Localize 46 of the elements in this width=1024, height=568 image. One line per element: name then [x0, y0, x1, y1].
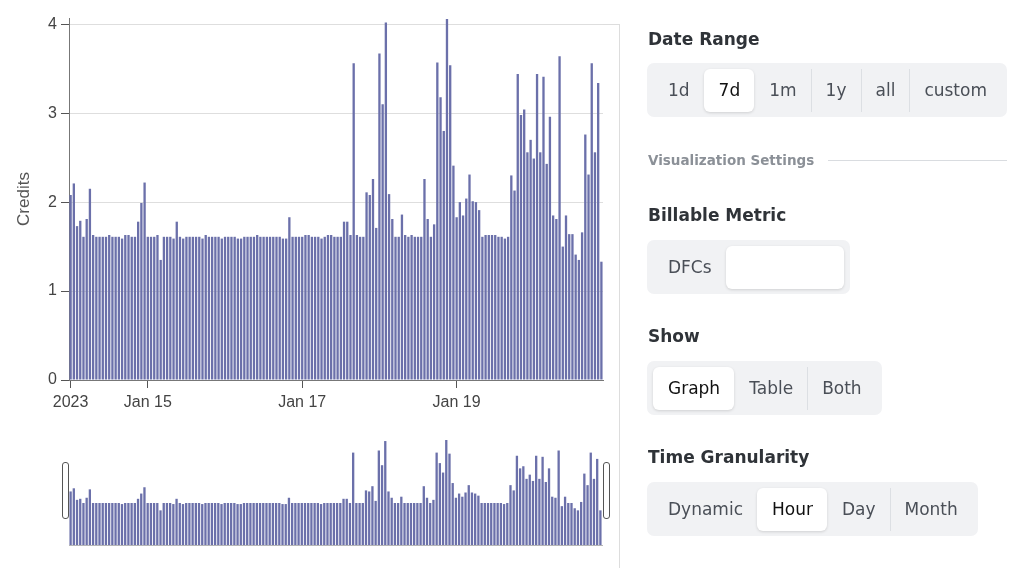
text: Graph	[653, 366, 735, 410]
text: Table	[748, 377, 795, 400]
bar	[423, 178, 426, 380]
text: Visualization Settings	[648, 151, 815, 170]
bar	[371, 486, 374, 545]
text: Show	[648, 325, 700, 348]
bar	[288, 217, 291, 380]
text: Day	[840, 498, 877, 521]
text: 7d	[703, 68, 755, 112]
bar	[558, 56, 561, 380]
y-axis-title: Credits	[13, 172, 33, 226]
bar	[557, 450, 560, 545]
bar	[143, 182, 146, 380]
text: Billable Metric	[648, 204, 787, 227]
y-tick-label: 4	[48, 14, 58, 32]
y-tick-label: 0	[48, 370, 58, 388]
y-tick-label: 3	[48, 103, 58, 121]
bar	[175, 498, 178, 545]
text: Date Range	[648, 28, 760, 51]
bar	[95, 236, 98, 380]
bar	[378, 53, 381, 380]
text: DFCs	[667, 256, 713, 279]
text: 1m	[768, 79, 798, 102]
y-tick-label: 2	[48, 192, 58, 210]
text: 1y	[810, 68, 861, 112]
bar	[468, 174, 471, 380]
bar	[143, 487, 146, 545]
x-tick-label: Jan 15	[123, 393, 172, 411]
bar	[307, 235, 310, 380]
text: Both	[807, 366, 876, 410]
text: Hour	[756, 487, 827, 531]
bar	[435, 452, 438, 545]
text: 1d	[667, 79, 691, 102]
text: all	[860, 68, 910, 112]
x-tick-label: 2023	[52, 393, 89, 411]
bar	[541, 456, 544, 545]
x-tick-label: Jan 19	[432, 393, 481, 411]
text: Month	[889, 487, 972, 531]
bar	[542, 76, 545, 380]
bar	[509, 485, 512, 545]
y-tick-label: 1	[48, 281, 58, 299]
text: Time Granularity	[648, 446, 810, 469]
x-tick-label: Jan 17	[278, 393, 327, 411]
bar	[529, 139, 532, 380]
text: Dynamic	[667, 498, 744, 521]
text: custom	[909, 68, 1001, 112]
